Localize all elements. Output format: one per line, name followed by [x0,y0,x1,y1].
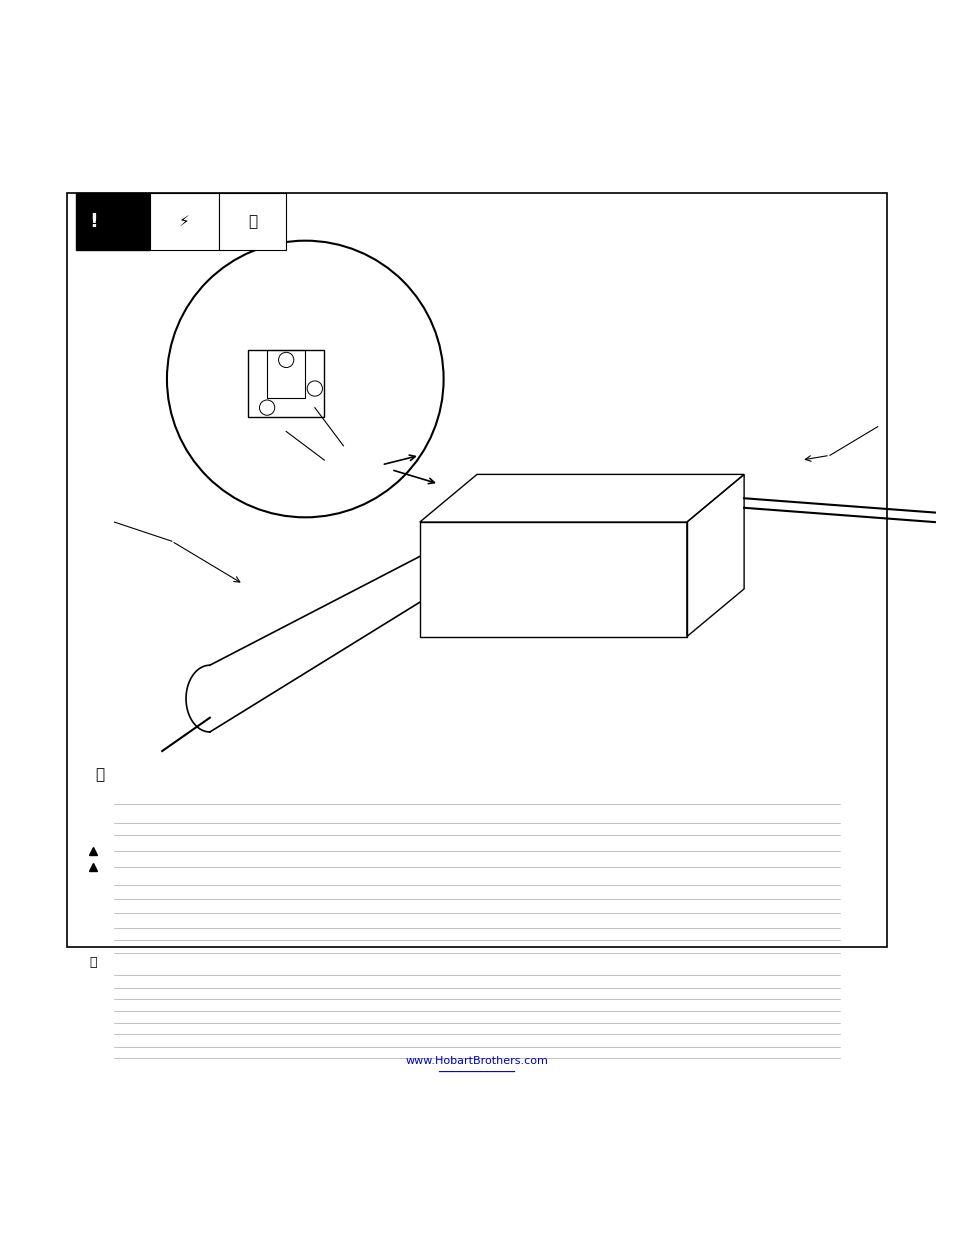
Bar [67,193,886,947]
Bar [219,193,286,251]
Text: 🔧: 🔧 [95,767,105,783]
Text: www.HobartBrothers.com: www.HobartBrothers.com [405,1056,548,1066]
Bar [267,351,305,398]
Text: ___________: ___________ [438,1058,515,1073]
Text: ⚡: ⚡ [179,214,190,228]
Bar [150,193,219,251]
Text: !: ! [90,212,98,231]
Bar [248,351,324,417]
Bar [76,193,150,251]
Text: 📝: 📝 [90,956,97,969]
Text: ✋: ✋ [248,214,257,228]
